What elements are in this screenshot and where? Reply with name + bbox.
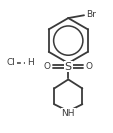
Text: O: O — [43, 62, 50, 71]
Text: H: H — [27, 58, 34, 67]
Text: S: S — [64, 61, 71, 72]
Text: NH: NH — [61, 109, 74, 118]
Text: Br: Br — [86, 10, 95, 19]
Text: O: O — [85, 62, 92, 71]
Text: Cl: Cl — [7, 58, 16, 67]
